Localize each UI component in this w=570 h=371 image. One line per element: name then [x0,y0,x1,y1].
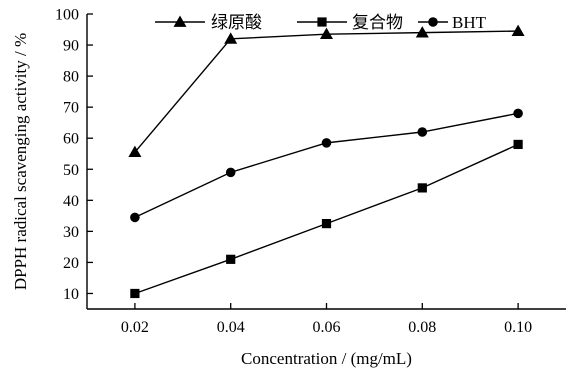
series-line [134,143,519,295]
data-point-square [226,254,236,264]
series-triangle [128,24,525,158]
data-point-square [513,139,523,150]
data-point-triangle [128,145,142,158]
x-tick-label: 0.04 [217,319,245,336]
x-axis-label: Concentration / (mg/mL) [241,349,412,368]
legend: 绿原酸 复合物 BHT [155,13,487,32]
x-ticks: 0.02 0.04 0.06 0.08 0.10 [121,303,532,336]
y-tick-label: 60 [63,131,79,148]
data-point-circle [321,138,332,148]
legend-marker-triangle [173,15,187,27]
series-circle [130,108,523,223]
data-point-circle [513,108,523,119]
y-axis-label: DPPH radical scavenging activity / % [11,33,30,290]
x-tick-label: 0.08 [408,319,436,336]
data-point-triangle [415,26,429,38]
series-line [134,30,519,153]
data-point-square [321,219,332,229]
data-point-circle [225,167,236,178]
legend-item-triangle: 绿原酸 [155,13,262,32]
y-tick-label: 40 [63,193,79,210]
legend-marker-square [317,17,327,27]
series-group [128,24,525,299]
data-point-circle [130,212,140,223]
legend-label: 复合物 [352,13,403,32]
data-point-triangle [320,27,333,40]
legend-item-circle: BHT [418,13,487,32]
y-tick-label: 70 [63,100,79,117]
y-tick-label: 80 [63,69,79,86]
series-line [134,112,519,219]
data-point-triangle [224,32,238,44]
y-tick-label: 50 [63,162,79,179]
y-tick-label: 30 [63,224,79,241]
data-point-square [130,288,140,299]
legend-label: BHT [452,13,487,32]
y-tick-label: 20 [63,255,79,272]
y-tick-label: 100 [55,7,79,24]
y-tick-label: 10 [63,286,79,303]
data-point-circle [417,127,428,137]
data-point-triangle [511,24,525,36]
series-square [130,139,523,299]
legend-item-square: 复合物 [297,13,403,32]
legend-label: 绿原酸 [211,13,262,32]
y-tick-label: 90 [63,38,79,55]
x-tick-label: 0.06 [313,319,341,336]
x-tick-label: 0.02 [121,319,149,336]
data-point-square [417,183,427,193]
legend-marker-circle [428,17,438,27]
axes [86,14,566,310]
x-tick-label: 0.10 [504,319,532,336]
y-ticks: 10 20 30 40 50 60 70 80 90 100 [55,7,93,303]
